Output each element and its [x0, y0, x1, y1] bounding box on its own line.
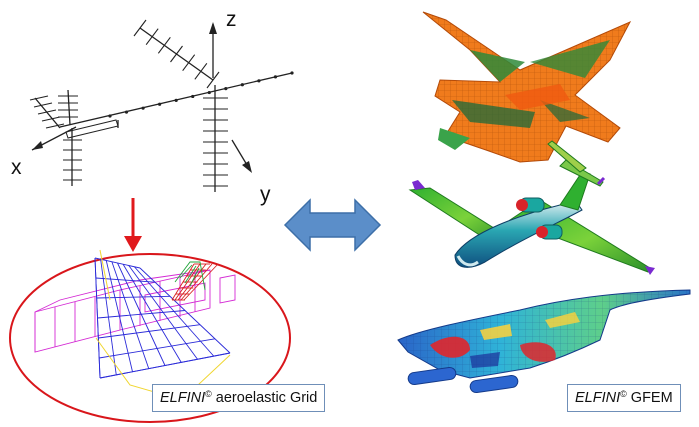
business-jet-fem-model [408, 140, 655, 275]
axis-label-y: y [260, 183, 271, 206]
supersonic-jet-fem-model [397, 289, 691, 394]
caption-right-brand: ELFINI [575, 390, 621, 406]
red-down-arrow [124, 198, 142, 252]
axis-label-z: z [226, 8, 237, 31]
caption-left-text: aeroelastic Grid [211, 390, 318, 406]
caption-left-brand: ELFINI [160, 390, 206, 406]
double-arrow [283, 198, 382, 252]
caption-gfem: ELFINI© GFEM [567, 384, 681, 412]
beam-ticks [29, 19, 228, 187]
beam-nodes [108, 71, 294, 118]
caption-left-mark: © [205, 389, 212, 399]
beam-model [31, 22, 293, 192]
caption-right-text: GFEM [626, 390, 673, 406]
fighter-fem-model [422, 11, 632, 163]
axis-label-x: x [11, 156, 22, 179]
aeroelastic-grid-model [34, 249, 236, 401]
caption-aeroelastic-grid: ELFINI© aeroelastic Grid [152, 384, 326, 412]
caption-right-mark: © [620, 389, 627, 399]
aeroelastic-grid-ellipse [9, 253, 291, 423]
